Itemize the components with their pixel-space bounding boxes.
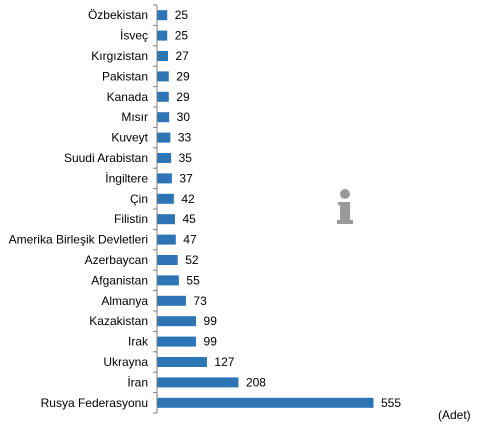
- category-axis: [153, 4, 158, 414]
- category-label: Kanada: [107, 90, 149, 104]
- value-label: 37: [179, 171, 193, 185]
- bar: [157, 357, 207, 367]
- bar: [157, 153, 172, 163]
- value-label: 47: [183, 233, 197, 247]
- value-label: 127: [214, 355, 234, 369]
- bar: [157, 173, 172, 184]
- bar: [157, 214, 176, 225]
- value-labels: 25 25 27 29 29 30 33 35 37 42 45 47 52 55 73 99 99 127 208…: [175, 8, 402, 410]
- value-label: 27: [176, 49, 190, 63]
- info-icon: [337, 189, 353, 224]
- category-label: Kazakistan: [89, 314, 148, 328]
- bar: [157, 10, 168, 21]
- category-labels: Özbekistan İsveç Kırgızistan Pakistan Kanada…: [9, 8, 149, 410]
- category-label: Azerbaycan: [85, 253, 148, 267]
- category-label: Pakistan: [102, 69, 148, 83]
- category-label: Suudi Arabistan: [64, 151, 148, 165]
- category-label: Rusya Federasyonu: [41, 396, 148, 410]
- value-label: 208: [246, 375, 266, 389]
- bar: [157, 132, 171, 143]
- category-label: Almanya: [101, 294, 148, 308]
- category-label: Ukrayna: [103, 355, 148, 369]
- bar: [157, 71, 169, 82]
- value-label: 25: [175, 8, 189, 22]
- category-label: İran: [127, 375, 148, 389]
- value-label: 99: [204, 335, 218, 349]
- value-label: 29: [176, 90, 190, 104]
- category-label: Amerika Birleşik Devletleri: [9, 233, 148, 247]
- category-label: Kırgızistan: [91, 49, 148, 63]
- bar: [157, 377, 239, 388]
- bar: [157, 397, 374, 408]
- bar: [157, 30, 168, 41]
- bars-layer: [157, 10, 374, 408]
- bar: [157, 275, 179, 286]
- category-label: İngiltere: [105, 171, 148, 185]
- bar: [157, 234, 176, 245]
- bar: [157, 255, 178, 265]
- value-label: 29: [176, 69, 190, 83]
- bar: [157, 51, 169, 61]
- value-label: 45: [183, 212, 197, 226]
- value-label: 30: [177, 110, 191, 124]
- bar: [157, 91, 169, 102]
- bar: [157, 112, 170, 123]
- value-label: 73: [193, 294, 207, 308]
- category-label: Irak: [128, 335, 149, 349]
- value-label: 99: [204, 314, 218, 328]
- bar: [157, 336, 197, 347]
- value-label: 52: [185, 253, 199, 267]
- bar: [157, 295, 186, 306]
- category-label: Çin: [130, 192, 148, 206]
- value-label: 25: [175, 29, 189, 43]
- unit-label: (Adet): [438, 408, 471, 422]
- value-label: 42: [181, 192, 195, 206]
- value-label: 35: [179, 151, 193, 165]
- category-label: İsveç: [120, 29, 148, 43]
- category-label: Özbekistan: [88, 8, 148, 22]
- value-label: 33: [178, 131, 192, 145]
- bar: [157, 316, 197, 327]
- value-label: 55: [186, 273, 200, 287]
- category-label: Afganistan: [91, 273, 148, 287]
- value-label: 555: [381, 396, 401, 410]
- bar: [157, 193, 174, 204]
- category-label: Mısır: [121, 110, 148, 124]
- category-label: Filistin: [114, 212, 148, 226]
- category-label: Kuveyt: [111, 131, 148, 145]
